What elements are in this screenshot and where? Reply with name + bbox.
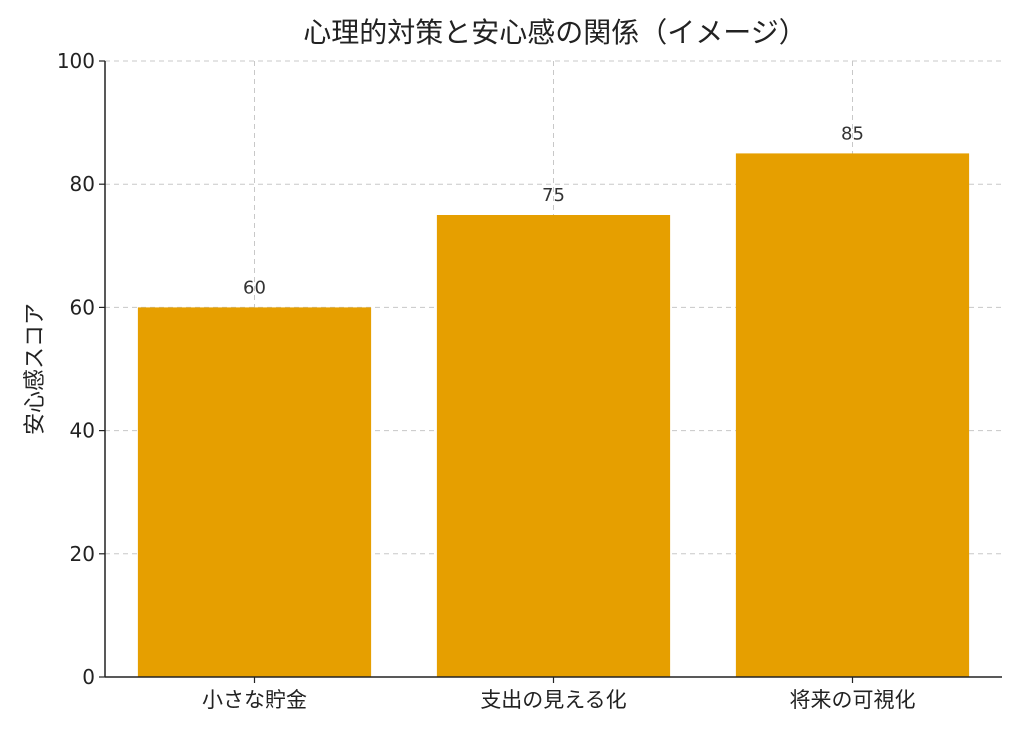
y-axis-ticks: 0 20 40 60 80 100 [57,49,105,689]
chart-title: 心理的対策と安心感の関係（イメージ） [303,16,806,49]
x-tick-label: 将来の可視化 [790,688,916,712]
y-axis-label: 安心感スコア [23,303,48,435]
data-labels: 60 75 85 [243,123,864,298]
data-label: 85 [841,123,864,144]
bar [436,215,671,677]
y-tick-label: 60 [70,295,95,319]
y-tick-label: 40 [70,419,95,443]
bars [137,153,970,677]
data-label: 75 [542,185,565,206]
bar [735,153,970,677]
y-tick-label: 80 [70,172,95,196]
y-tick-label: 0 [82,665,95,689]
bar [137,307,372,677]
x-tick-label: 小さな貯金 [202,688,307,712]
data-label: 60 [243,277,266,298]
y-tick-label: 100 [57,49,95,73]
y-tick-label: 20 [70,542,95,566]
x-axis-ticks: 小さな貯金 支出の見える化 将来の可視化 [202,677,916,712]
x-tick-label: 支出の見える化 [480,688,626,712]
